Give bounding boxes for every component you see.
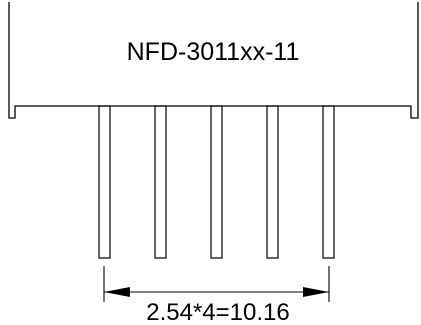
part-number-label: NFD-3011xx-11 <box>127 38 300 66</box>
pin-3 <box>210 105 223 259</box>
dimension-label: 2.54*4=10.16 <box>146 299 289 325</box>
pin-5 <box>322 105 335 259</box>
pins-group <box>98 105 335 259</box>
pin-2 <box>154 105 167 259</box>
pin-1 <box>98 105 111 259</box>
pin-4 <box>266 105 279 259</box>
